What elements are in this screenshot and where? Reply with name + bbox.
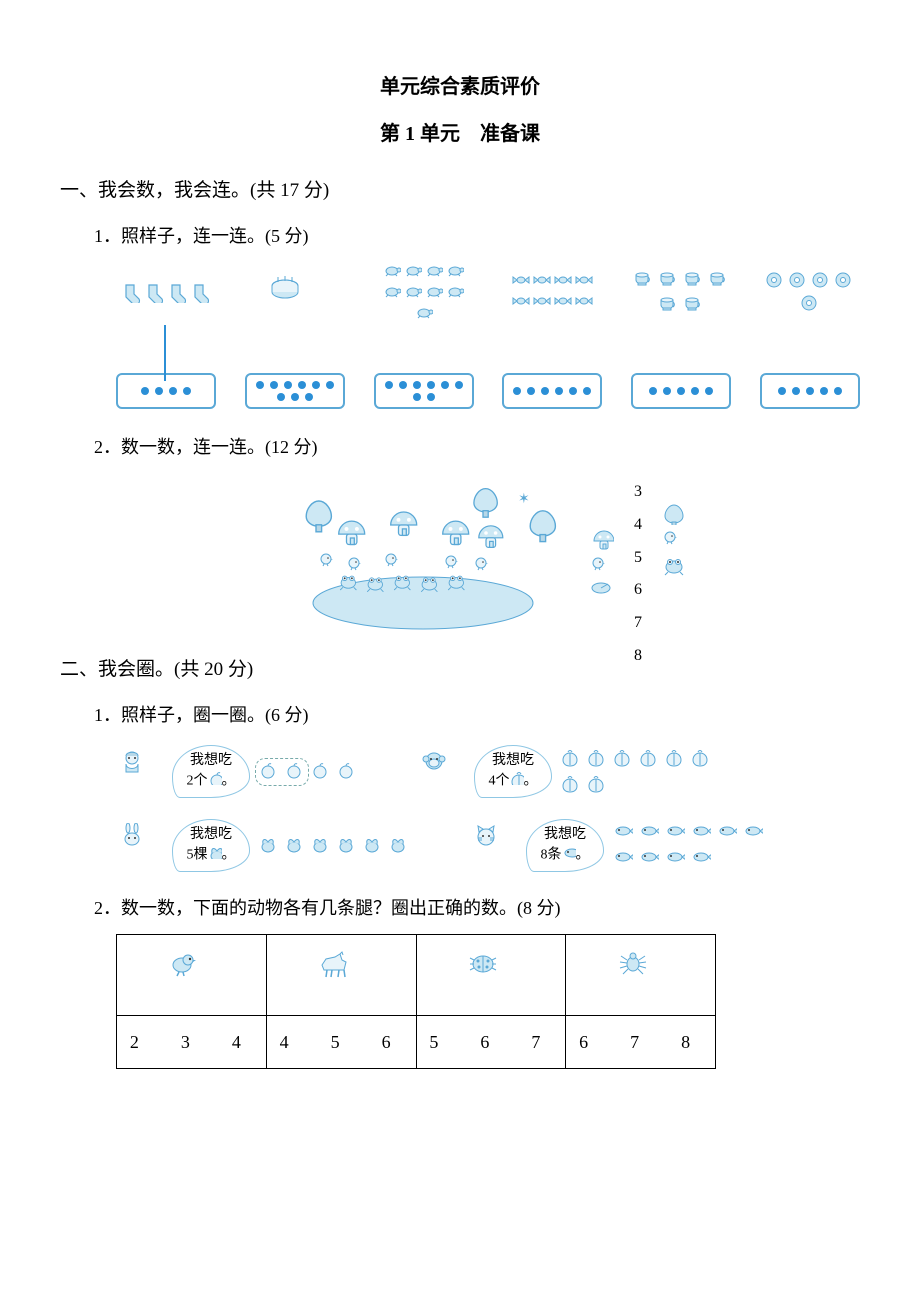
chick-icon xyxy=(660,529,688,551)
dot-box-8 xyxy=(374,373,474,409)
match-number-6: 6 xyxy=(634,576,642,605)
q2-1-prompt: 1．照样子，圈一圈。(6 分) xyxy=(94,699,860,731)
title-main: 单元综合素质评价 xyxy=(60,70,860,99)
dot-box-9 xyxy=(245,373,345,409)
q1-1-prompt: 1．照样子，连一连。(5 分) xyxy=(94,220,860,252)
socks-group xyxy=(116,263,216,323)
q2-2-prompt: 2．数一数，下面的动物各有几条腿？圈出正确的数。(8 分) xyxy=(94,892,860,924)
cups-group xyxy=(631,263,731,323)
horse-options: 4 5 6 xyxy=(266,1015,416,1068)
rabbit-icon xyxy=(116,818,164,874)
match-number-5: 5 xyxy=(634,544,642,573)
turtles-group xyxy=(374,263,474,323)
cake-group xyxy=(245,263,345,323)
section-2-heading: 二、我会圈。(共 20 分) xyxy=(60,653,860,687)
q1-2-prompt: 2．数一数，连一连。(12 分) xyxy=(94,431,860,463)
bird-options: 2 3 4 xyxy=(117,1015,267,1068)
fish-grid xyxy=(612,822,772,870)
speech-bubble: 我想吃8条。 xyxy=(526,819,604,871)
cat-icon xyxy=(470,818,518,874)
tree-icon xyxy=(660,503,688,525)
peach-grid xyxy=(560,748,720,796)
q1-1-area xyxy=(116,263,860,409)
match-columns: 345678 xyxy=(588,473,688,633)
lilypad-icon xyxy=(588,581,616,603)
circle-item-cat: 我想吃8条。 xyxy=(470,818,772,874)
q2-2-area: 2 3 44 5 65 6 76 7 8 xyxy=(116,934,860,1069)
dot-box-5 xyxy=(760,373,860,409)
apple-grid xyxy=(258,761,358,783)
monkey-icon xyxy=(418,744,466,800)
title-sub: 第 1 单元 准备课 xyxy=(60,117,860,146)
match-number-7: 7 xyxy=(634,609,642,638)
spider-cell xyxy=(566,934,716,1015)
frog-icon xyxy=(660,555,688,577)
dot-box-5 xyxy=(631,373,731,409)
section-1-heading: 一、我会数，我会连。(共 17 分) xyxy=(60,174,860,208)
scene-illustration: ✶ xyxy=(288,473,558,633)
speech-bubble: 我想吃5棵。 xyxy=(172,819,250,871)
horse-cell xyxy=(266,934,416,1015)
cabbage-grid xyxy=(258,835,410,857)
section-1: 一、我会数，我会连。(共 17 分) 1．照样子，连一连。(5 分) 2．数一数… xyxy=(60,174,860,633)
bird-cell xyxy=(117,934,267,1015)
example-link-line xyxy=(164,325,166,381)
ladybug-cell xyxy=(416,934,566,1015)
ladybug-options: 5 6 7 xyxy=(416,1015,566,1068)
section-2: 二、我会圈。(共 20 分) 1．照样子，圈一圈。(6 分) 我想吃2个。我想吃… xyxy=(60,653,860,1069)
speech-bubble: 我想吃2个。 xyxy=(172,745,250,797)
donuts-group xyxy=(760,263,860,323)
circle-item-monkey: 我想吃4个。 xyxy=(418,744,720,800)
dot-box-6 xyxy=(502,373,602,409)
spider-options: 6 7 8 xyxy=(566,1015,716,1068)
chick-icon xyxy=(588,555,616,577)
speech-bubble: 我想吃4个。 xyxy=(474,745,552,797)
circle-item-rabbit: 我想吃5棵。 xyxy=(116,818,410,874)
q2-1-area: 我想吃2个。 我想吃4个。我想吃5棵。 我想吃8条。 xyxy=(116,744,860,874)
match-number-3: 3 xyxy=(634,478,642,507)
girl-icon xyxy=(116,744,164,800)
q1-2-area: ✶ 345678 xyxy=(116,473,860,633)
mushroom-icon xyxy=(588,529,616,551)
match-number-4: 4 xyxy=(634,511,642,540)
candies-group xyxy=(502,263,602,323)
legs-table: 2 3 44 5 65 6 76 7 8 xyxy=(116,934,716,1069)
circle-item-girl: 我想吃2个。 xyxy=(116,744,358,800)
dot-box-4 xyxy=(116,373,216,409)
svg-text:✶: ✶ xyxy=(518,492,530,507)
match-number-8: 8 xyxy=(634,642,642,671)
